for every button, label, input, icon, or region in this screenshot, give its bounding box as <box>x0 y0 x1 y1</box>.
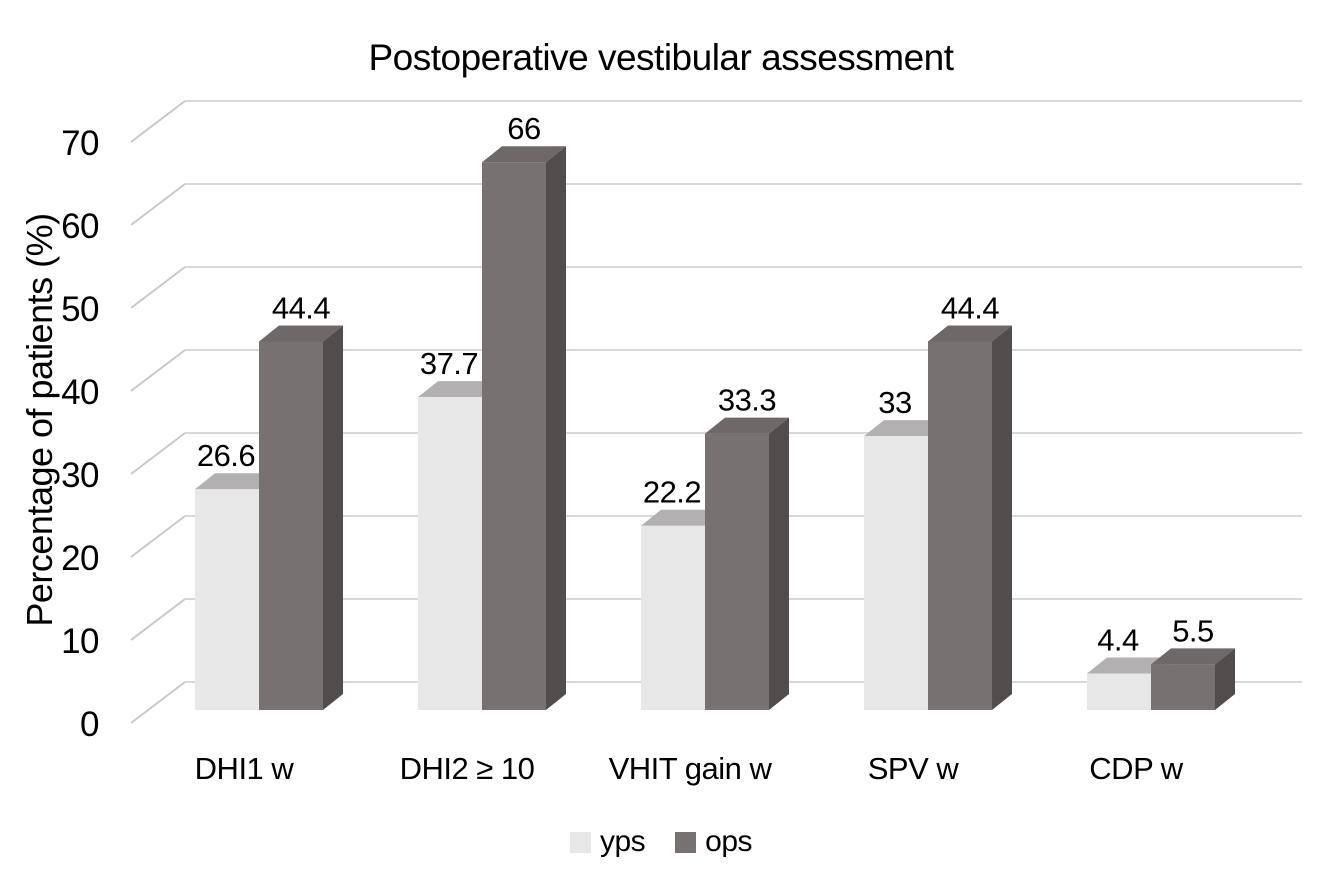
chart-title: Postoperative vestibular assessment <box>368 36 954 78</box>
bar-top-yps-1 <box>418 381 502 398</box>
bar-ops-0 <box>259 341 323 710</box>
tick-connector <box>130 432 186 475</box>
legend-swatch-ops <box>675 831 697 853</box>
bar-top-ops-1 <box>482 146 566 163</box>
y-tick-label: 0 <box>80 705 99 744</box>
value-label: 26.6 <box>197 438 255 473</box>
bar-yps-4 <box>1087 673 1151 710</box>
y-tick-label: 30 <box>61 456 99 495</box>
bar-top-ops-4 <box>1151 648 1235 665</box>
legend-item-ops: ops <box>675 825 753 858</box>
legend-label-ops: ops <box>705 825 753 858</box>
bar-yps-2 <box>641 525 705 710</box>
tick-connector <box>130 598 186 641</box>
value-label: 37.7 <box>420 346 478 381</box>
bar-top-yps-3 <box>864 420 948 437</box>
bar-ops-3 <box>928 341 992 710</box>
legend-swatch-yps <box>569 831 591 853</box>
bar-side-ops-4 <box>1215 648 1235 710</box>
bar-ops-1 <box>482 162 546 710</box>
category-label: SPV w <box>868 751 960 786</box>
bar-top-yps-2 <box>641 509 725 526</box>
bar-top-ops-0 <box>259 325 343 342</box>
value-label: 4.4 <box>1097 622 1139 657</box>
bar-side-ops-2 <box>769 417 789 710</box>
category-label: DHI2 ≥ 10 <box>400 751 535 786</box>
tick-connector <box>130 349 186 392</box>
tick-connector <box>130 681 186 724</box>
bar-side-ops-1 <box>546 146 566 710</box>
category-label: CDP w <box>1089 751 1184 786</box>
tick-connector <box>130 183 186 226</box>
y-tick-label: 10 <box>61 622 99 661</box>
value-label: 22.2 <box>643 475 701 510</box>
y-tick-label: 20 <box>61 539 99 578</box>
value-label: 44.4 <box>272 290 331 325</box>
tick-connector <box>130 100 186 143</box>
legend-item-yps: yps <box>569 825 646 858</box>
bar-side-ops-3 <box>992 325 1012 710</box>
bar-yps-1 <box>418 397 482 710</box>
y-tick-label: 40 <box>61 373 99 412</box>
category-label: VHIT gain w <box>609 751 773 786</box>
bar-top-ops-3 <box>928 325 1012 342</box>
bar-yps-3 <box>864 436 928 710</box>
bar-top-yps-4 <box>1087 657 1171 674</box>
value-label: 44.4 <box>941 290 1000 325</box>
value-label: 66 <box>507 111 540 146</box>
plot-area: 0 10 20 30 40 50 60 70 26.6 44.4 DHI1 w 37.7 66 DHI2 … <box>61 100 1302 786</box>
y-tick-label: 70 <box>61 124 99 163</box>
bar-yps-0 <box>195 489 259 710</box>
y-tick-label: 50 <box>61 290 99 329</box>
category-label: DHI1 w <box>195 751 295 786</box>
bar-top-ops-2 <box>705 417 789 434</box>
value-label: 33.3 <box>718 383 776 418</box>
legend-label-yps: yps <box>599 825 646 858</box>
value-label: 5.5 <box>1172 613 1214 648</box>
legend: yps ops <box>0 825 1322 858</box>
bar-side-ops-0 <box>323 325 343 710</box>
value-label: 33 <box>878 385 911 420</box>
bar-ops-4 <box>1151 664 1215 710</box>
y-tick-label: 60 <box>61 207 99 246</box>
tick-connector <box>130 266 186 309</box>
tick-connector <box>130 515 186 558</box>
bar-ops-2 <box>705 433 769 710</box>
bar-top-yps-0 <box>195 473 279 490</box>
